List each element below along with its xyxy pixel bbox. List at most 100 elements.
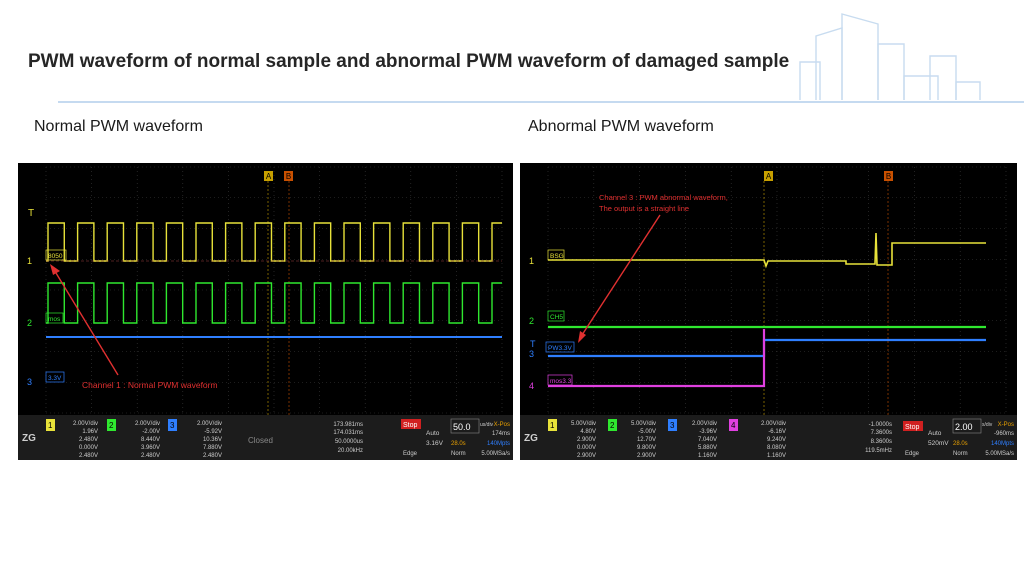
- left-ch1-vdiv[interactable]: 2.00V/div: [73, 421, 98, 427]
- right-annotation-line1: Channel 3 : PWM abnormal waveform,: [599, 193, 728, 202]
- right-tag-ch1: BSG: [550, 253, 564, 260]
- right-marker-b: B: [886, 172, 891, 181]
- right-marker-a: A: [766, 172, 772, 181]
- left-ch3-vdiv[interactable]: 2.00V/div: [197, 421, 222, 427]
- left-ch3-num: 3: [170, 421, 175, 430]
- city-skyline-decoration: [799, 13, 981, 100]
- left-timebase-unit: us/div: [480, 422, 494, 428]
- right-ch3-pos: -3.96V: [699, 429, 717, 435]
- right-meas-0: -1.0000s: [869, 422, 892, 428]
- right-ch2-pos: -5.00V: [638, 429, 656, 435]
- right-ch2-k3: 9.800V: [637, 445, 656, 451]
- left-tag-ch3: 3.3V: [48, 375, 62, 382]
- left-trigger-level: 3.16V: [426, 440, 444, 447]
- right-tag-ch2: CH5: [550, 314, 563, 321]
- right-timebase-unit: s/div: [982, 422, 993, 428]
- right-panel-subtitle: Abnormal PWM waveform: [528, 118, 714, 135]
- right-ch4-vdiv[interactable]: 2.00V/div: [761, 421, 786, 427]
- right-ch4-k3: 8.080V: [767, 445, 786, 451]
- left-ch3-pos: -5.92V: [204, 429, 222, 435]
- right-logo: ZG: [524, 433, 538, 444]
- left-ch2-trace: [46, 282, 502, 324]
- right-ch3-marker: 3: [529, 349, 534, 359]
- left-trigger-mode[interactable]: Auto: [426, 430, 440, 437]
- right-ch4-marker: 4: [529, 381, 534, 391]
- right-ch2-num: 2: [610, 421, 615, 430]
- left-ch2-marker: 2: [27, 318, 32, 328]
- title-underline: [58, 101, 1024, 103]
- right-xpos-label: X-Pos: [998, 422, 1014, 428]
- right-grid: [547, 166, 1007, 414]
- right-xpos: -960ms: [994, 431, 1014, 437]
- left-ch3-k2: 10.36V: [203, 437, 222, 443]
- right-ch1-trace: [548, 232, 986, 269]
- right-ch1-marker: 1: [529, 256, 534, 266]
- right-ch1-k2: 2.900V: [577, 437, 596, 443]
- left-tag-ch1: 8050: [48, 253, 63, 260]
- left-status-bar: [18, 415, 513, 460]
- right-timebase[interactable]: 2.00: [955, 422, 973, 432]
- left-trigger-edge: Edge: [403, 451, 418, 457]
- right-ch2-k2: 12.70V: [637, 437, 656, 443]
- left-ch1-k4: 2.480V: [79, 453, 98, 459]
- left-xpos-label: X-Pos: [494, 422, 510, 428]
- right-meas-2: 8.3600s: [871, 439, 892, 445]
- left-ch1-num: 1: [48, 421, 53, 430]
- right-status-bar: [520, 415, 1017, 460]
- right-ch3-vdiv[interactable]: 2.00V/div: [692, 421, 717, 427]
- left-annotation: Channel 1 : Normal PWM waveform: [82, 380, 218, 390]
- left-xpos: 174ms: [492, 431, 510, 437]
- page-title: PWM waveform of normal sample and abnorm…: [28, 51, 790, 72]
- left-trigger-marker: T: [28, 208, 34, 219]
- right-meas-1: 7.3600s: [871, 430, 892, 436]
- left-ch2-vdiv[interactable]: 2.00V/div: [135, 421, 160, 427]
- left-ch1-pos: 1.96V: [82, 429, 98, 435]
- left-grid: [45, 166, 503, 414]
- right-ch4-trace: [548, 329, 766, 388]
- right-trigger-mode[interactable]: Auto: [928, 430, 942, 437]
- left-pts: 140Mpts: [487, 441, 510, 447]
- left-norm: Norm: [451, 451, 466, 457]
- left-ch3-marker: 3: [27, 377, 32, 387]
- right-pts: 140Mpts: [991, 441, 1014, 447]
- right-mem: 28.0s: [953, 441, 968, 447]
- right-trigger-edge: Edge: [905, 451, 920, 457]
- left-meas-0: 173.981ms: [333, 422, 363, 428]
- right-trigger-level: 520mV: [928, 440, 949, 447]
- right-meas-3: 119.5mHz: [865, 448, 892, 454]
- right-annotation-line2: The output is a straight line: [599, 204, 689, 213]
- right-trigger-marker: T: [530, 339, 536, 349]
- left-marker-b: B: [286, 172, 291, 181]
- right-ch4-num: 4: [731, 421, 736, 430]
- right-ch4-k2: 9.240V: [767, 437, 786, 443]
- right-ch1-pos: 4.80V: [580, 429, 596, 435]
- right-ch2-k4: 2.900V: [637, 453, 656, 459]
- left-timebase[interactable]: 50.0: [453, 422, 471, 432]
- right-ch1-k4: 2.900V: [577, 453, 596, 459]
- right-ch3-k2: 7.040V: [698, 437, 717, 443]
- right-ch4-pos: -6.16V: [768, 429, 786, 435]
- left-tag-ch2: mos: [48, 316, 61, 323]
- right-ch2-vdiv[interactable]: 5.00V/div: [631, 421, 656, 427]
- left-rate: 5.00MSa/s: [481, 451, 510, 457]
- left-marker-b-icon: [284, 171, 293, 181]
- left-ch2-k4: 2.480V: [141, 453, 160, 459]
- left-ch3-k4: 2.480V: [203, 453, 222, 459]
- right-ch1-vdiv[interactable]: 5.00V/div: [571, 421, 596, 427]
- right-ch3-k4: 1.160V: [698, 453, 717, 459]
- right-scope-display: A B 1 2 T 3 4 BSG CH5 PW3.3V mos3.3 Chan…: [520, 163, 1017, 460]
- left-annotation-arrow: [55, 272, 119, 376]
- right-norm: Norm: [953, 451, 968, 457]
- left-ch1-k2: 2.480V: [79, 437, 98, 443]
- left-meas-3: 20.00kHz: [338, 448, 363, 454]
- left-oscilloscope-screenshot: A B T 1 2 3 8050 mos 3.3V Channel 1 : No…: [18, 163, 513, 460]
- left-stop-button[interactable]: Stop: [403, 422, 418, 429]
- left-ch2-num: 2: [109, 421, 114, 430]
- left-ch4-closed[interactable]: Closed: [248, 436, 273, 445]
- right-ch4-k4: 1.160V: [767, 453, 786, 459]
- left-ch1-marker: 1: [27, 256, 32, 266]
- right-ch1-num: 1: [550, 421, 555, 430]
- right-stop-button[interactable]: Stop: [905, 424, 920, 431]
- left-mem: 28.0s: [451, 441, 466, 447]
- left-ch2-k2: 8.440V: [141, 437, 160, 443]
